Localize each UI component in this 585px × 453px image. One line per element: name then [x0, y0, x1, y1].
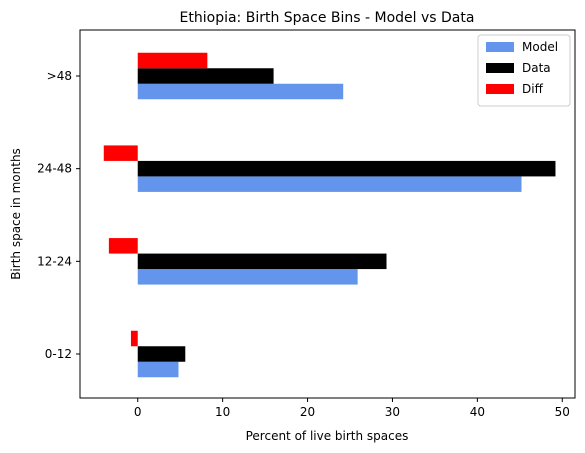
legend-label-data: Data	[522, 61, 551, 75]
legend-label-model: Model	[522, 40, 558, 54]
bar-model-48	[137, 83, 344, 100]
bars-group	[103, 52, 556, 378]
legend-swatch-diff	[486, 84, 514, 94]
x-tick-label: 0	[134, 405, 142, 419]
bar-diff-12-24	[108, 238, 138, 254]
y-tick-label-24-48: 24-48	[37, 162, 72, 176]
legend: Model Data Diff	[477, 34, 571, 107]
x-tick-label: 20	[300, 405, 315, 419]
x-tick-label: 40	[470, 405, 485, 419]
bar-model-0-12	[137, 361, 179, 378]
chart-title: Ethiopia: Birth Space Bins - Model vs Da…	[180, 10, 475, 26]
bar-diff-0-12	[130, 330, 138, 347]
axes-group: 0 10 20 30 40 50 0-12 12-24 24-48 >48	[37, 69, 570, 419]
y-tick-label-48: >48	[47, 69, 72, 83]
bar-diff-24-48	[103, 145, 138, 161]
x-axis-title: Percent of live birth spaces	[246, 429, 409, 443]
legend-swatch-data	[486, 63, 514, 73]
x-tick-label: 50	[555, 405, 570, 419]
bar-data-24-48	[137, 160, 556, 177]
bar-data-48	[137, 68, 274, 84]
y-tick-label-0-12: 0-12	[45, 347, 72, 361]
legend-swatch-model	[486, 42, 514, 52]
bar-model-24-48	[137, 176, 522, 192]
y-tick-label-12-24: 12-24	[37, 254, 72, 268]
bar-diff-48	[137, 52, 208, 69]
plot-border	[79, 29, 576, 399]
x-tick-label: 10	[215, 405, 230, 419]
bar-data-12-24	[137, 253, 387, 270]
bar-data-0-12	[137, 346, 186, 362]
y-axis-title: Birth space in months	[9, 148, 23, 280]
bar-model-12-24	[137, 269, 358, 285]
x-tick-label: 30	[385, 405, 400, 419]
legend-label-diff: Diff	[522, 82, 544, 96]
